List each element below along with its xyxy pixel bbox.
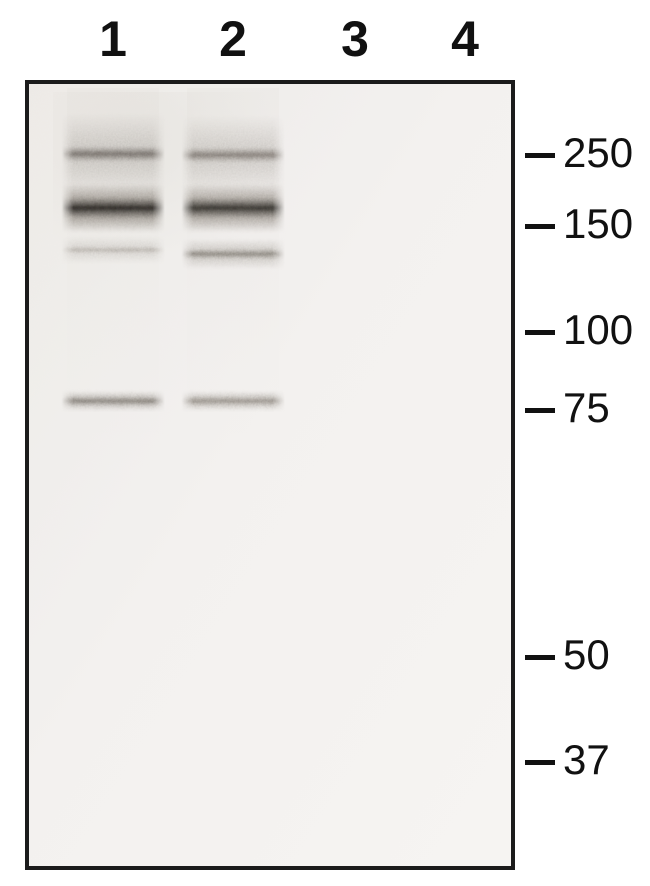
mw-tick (525, 330, 555, 335)
mw-tick (525, 655, 555, 660)
lane-label-2: 2 (219, 10, 247, 68)
mw-tick (525, 153, 555, 158)
mw-label: 75 (563, 384, 610, 432)
mw-label: 150 (563, 200, 633, 248)
blot-border (25, 80, 515, 870)
mw-tick (525, 760, 555, 765)
mw-label: 250 (563, 129, 633, 177)
mw-tick (525, 408, 555, 413)
lane-label-1: 1 (99, 10, 127, 68)
lane-label-3: 3 (341, 10, 369, 68)
mw-label: 100 (563, 306, 633, 354)
mw-label: 50 (563, 631, 610, 679)
mw-tick (525, 224, 555, 229)
lane-label-4: 4 (451, 10, 479, 68)
western-blot-figure: 1 2 3 4 250 150 100 75 50 37 (0, 0, 650, 886)
mw-label: 37 (563, 736, 610, 784)
